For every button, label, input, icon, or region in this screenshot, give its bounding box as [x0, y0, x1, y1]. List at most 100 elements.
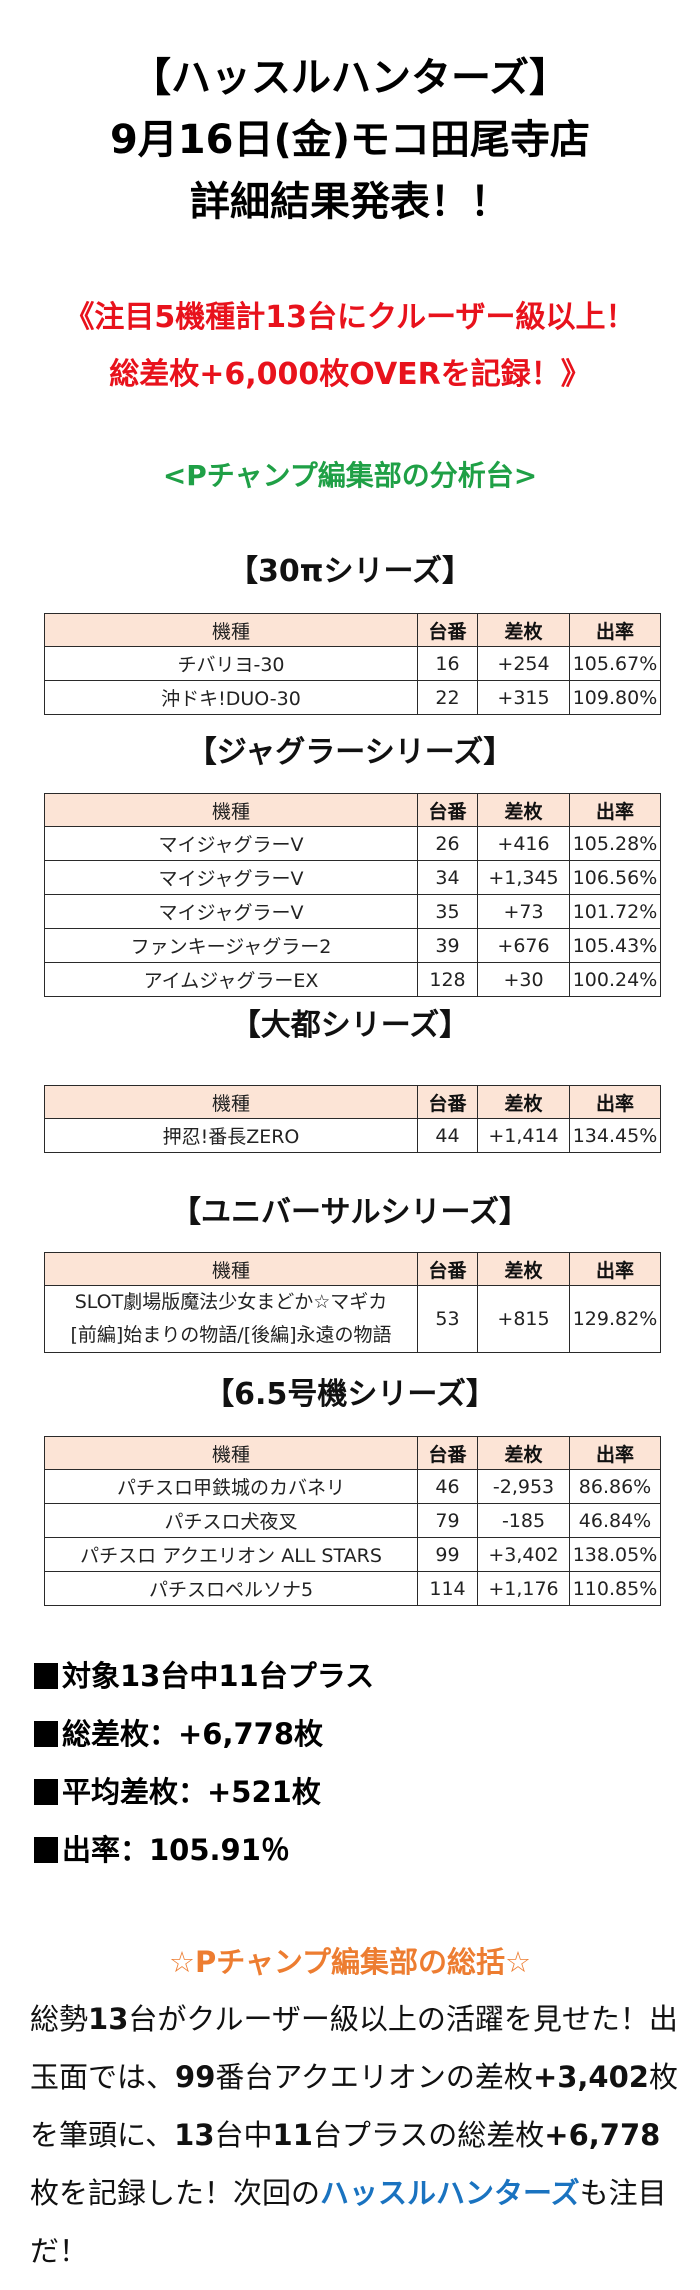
table-row: チバリヨ-30 16 +254 105.67%	[44, 646, 661, 681]
cell-rate: 86.86%	[569, 1469, 661, 1504]
cell-diff: +1,345	[477, 860, 570, 895]
cell-machine: アイムジャグラーEX	[44, 962, 418, 997]
cell-machine: パチスロ犬夜叉	[44, 1503, 418, 1538]
col-header-diff: 差枚	[477, 1252, 570, 1286]
brand-name-highlight: ハッスルハンターズ	[320, 2176, 580, 2210]
cell-unit: 128	[417, 962, 478, 997]
col-header-diff: 差枚	[477, 613, 570, 647]
table-row: パチスロペルソナ5 114 +1,176 110.85%	[44, 1571, 661, 1606]
cell-rate: 138.05%	[569, 1537, 661, 1572]
cell-rate: 109.80%	[569, 680, 661, 715]
square-bullet-icon	[34, 1721, 58, 1747]
col-header-rate: 出率	[569, 793, 661, 827]
results-table-juggler: 機種 台番 差枚 出率 マイジャグラーV 26 +416 105.28% マイジ…	[44, 793, 661, 997]
table-row: マイジャグラーV 34 +1,345 106.56%	[44, 860, 661, 895]
table-row: 沖ドキ!DUO-30 22 +315 109.80%	[44, 680, 661, 715]
page-title-results: 詳細結果発表！！	[190, 179, 510, 225]
cell-diff: +1,414	[477, 1118, 570, 1153]
cell-unit: 53	[417, 1285, 478, 1353]
cell-unit: 35	[417, 894, 478, 929]
cell-diff: -2,953	[477, 1469, 570, 1504]
cell-diff: -185	[477, 1503, 570, 1538]
cell-rate: 106.56%	[569, 860, 661, 895]
cell-rate: 105.67%	[569, 646, 661, 681]
col-header-unit: 台番	[417, 1436, 478, 1470]
table-row: パチスロ アクエリオン ALL STARS 99 +3,402 138.05%	[44, 1537, 661, 1572]
cell-diff: +73	[477, 894, 570, 929]
review-paragraph: 総勢13台がクルーザー級以上の活躍を見せた！出玉面では、99番台アクエリオンの差…	[30, 2002, 678, 2268]
col-header-unit: 台番	[417, 613, 478, 647]
cell-diff: +30	[477, 962, 570, 997]
results-table-daito: 機種 台番 差枚 出率 押忍!番長ZERO 44 +1,414 134.45%	[44, 1085, 661, 1153]
cell-machine: マイジャグラーV	[44, 894, 418, 929]
cell-machine: チバリヨ-30	[44, 646, 418, 681]
table-header-row: 機種 台番 差枚 出率	[44, 1252, 661, 1286]
series-title-universal: 【ユニバーサルシリーズ】	[171, 1195, 529, 1230]
cell-unit: 46	[417, 1469, 478, 1504]
table-header-row: 機種 台番 差枚 出率	[44, 613, 661, 647]
cell-diff: +815	[477, 1285, 570, 1353]
col-header-unit: 台番	[417, 1085, 478, 1119]
cell-rate: 46.84%	[569, 1503, 661, 1538]
col-header-diff: 差枚	[477, 793, 570, 827]
cell-unit: 22	[417, 680, 478, 715]
col-header-rate: 出率	[569, 1252, 661, 1286]
cell-diff: +315	[477, 680, 570, 715]
cell-machine: SLOT劇場版魔法少女まどか☆マギカ [前編]始まりの物語/[後編]永遠の物語	[44, 1285, 418, 1353]
summary-item-plus-count: 対象13台中11台プラス	[34, 1647, 374, 1705]
table-row: アイムジャグラーEX 128 +30 100.24%	[44, 962, 661, 997]
table-row: パチスロ甲鉄城のカバネリ 46 -2,953 86.86%	[44, 1469, 661, 1504]
cell-machine: パチスロ甲鉄城のカバネリ	[44, 1469, 418, 1504]
col-header-machine: 機種	[44, 1085, 418, 1119]
square-bullet-icon	[34, 1663, 58, 1689]
results-table-6-5: 機種 台番 差枚 出率 パチスロ甲鉄城のカバネリ 46 -2,953 86.86…	[44, 1436, 661, 1606]
cell-unit: 79	[417, 1503, 478, 1538]
cell-machine: マイジャグラーV	[44, 826, 418, 861]
table-header-row: 機種 台番 差枚 出率	[44, 793, 661, 827]
cell-diff: +3,402	[477, 1537, 570, 1572]
col-header-machine: 機種	[44, 1252, 418, 1286]
cell-diff: +676	[477, 928, 570, 963]
series-title-30pi: 【30πシリーズ】	[228, 554, 472, 589]
cell-machine: 沖ドキ!DUO-30	[44, 680, 418, 715]
col-header-rate: 出率	[569, 1436, 661, 1470]
table-row: SLOT劇場版魔法少女まどか☆マギカ [前編]始まりの物語/[後編]永遠の物語 …	[44, 1285, 661, 1353]
cell-diff: +416	[477, 826, 570, 861]
results-table-30pi: 機種 台番 差枚 出率 チバリヨ-30 16 +254 105.67% 沖ドキ!…	[44, 613, 661, 715]
table-row: ファンキージャグラー2 39 +676 105.43%	[44, 928, 661, 963]
series-title-6-5: 【6.5号機シリーズ】	[204, 1377, 496, 1412]
cell-machine: ファンキージャグラー2	[44, 928, 418, 963]
review-title: ☆Pチャンプ編集部の総括☆	[168, 1945, 532, 1979]
cell-unit: 99	[417, 1537, 478, 1572]
cell-unit: 16	[417, 646, 478, 681]
page-title-date-store: 9月16日(金)モコ田尾寺店	[109, 117, 591, 163]
col-header-rate: 出率	[569, 1085, 661, 1119]
col-header-machine: 機種	[44, 793, 418, 827]
table-row: パチスロ犬夜叉 79 -185 46.84%	[44, 1503, 661, 1538]
col-header-diff: 差枚	[477, 1085, 570, 1119]
analysis-label: <Pチャンプ編集部の分析台>	[162, 459, 538, 492]
col-header-machine: 機種	[44, 1436, 418, 1470]
cell-rate: 101.72%	[569, 894, 661, 929]
cell-rate: 134.45%	[569, 1118, 661, 1153]
cell-diff: +254	[477, 646, 570, 681]
table-row: 押忍!番長ZERO 44 +1,414 134.45%	[44, 1118, 661, 1153]
cell-unit: 26	[417, 826, 478, 861]
col-header-rate: 出率	[569, 613, 661, 647]
cell-machine: パチスロ アクエリオン ALL STARS	[44, 1537, 418, 1572]
headline-line-2: 総差枚+6,000枚OVERを記録！》	[109, 357, 591, 392]
cell-unit: 44	[417, 1118, 478, 1153]
series-title-daito: 【大都シリーズ】	[230, 1008, 470, 1043]
table-header-row: 機種 台番 差枚 出率	[44, 1436, 661, 1470]
cell-rate: 110.85%	[569, 1571, 661, 1606]
summary-item-total-diff: 総差枚：+6,778枚	[34, 1705, 323, 1763]
square-bullet-icon	[34, 1837, 58, 1863]
col-header-unit: 台番	[417, 793, 478, 827]
col-header-diff: 差枚	[477, 1436, 570, 1470]
table-row: マイジャグラーV 26 +416 105.28%	[44, 826, 661, 861]
cell-diff: +1,176	[477, 1571, 570, 1606]
cell-rate: 129.82%	[569, 1285, 661, 1353]
cell-machine: 押忍!番長ZERO	[44, 1118, 418, 1153]
cell-unit: 39	[417, 928, 478, 963]
cell-unit: 114	[417, 1571, 478, 1606]
